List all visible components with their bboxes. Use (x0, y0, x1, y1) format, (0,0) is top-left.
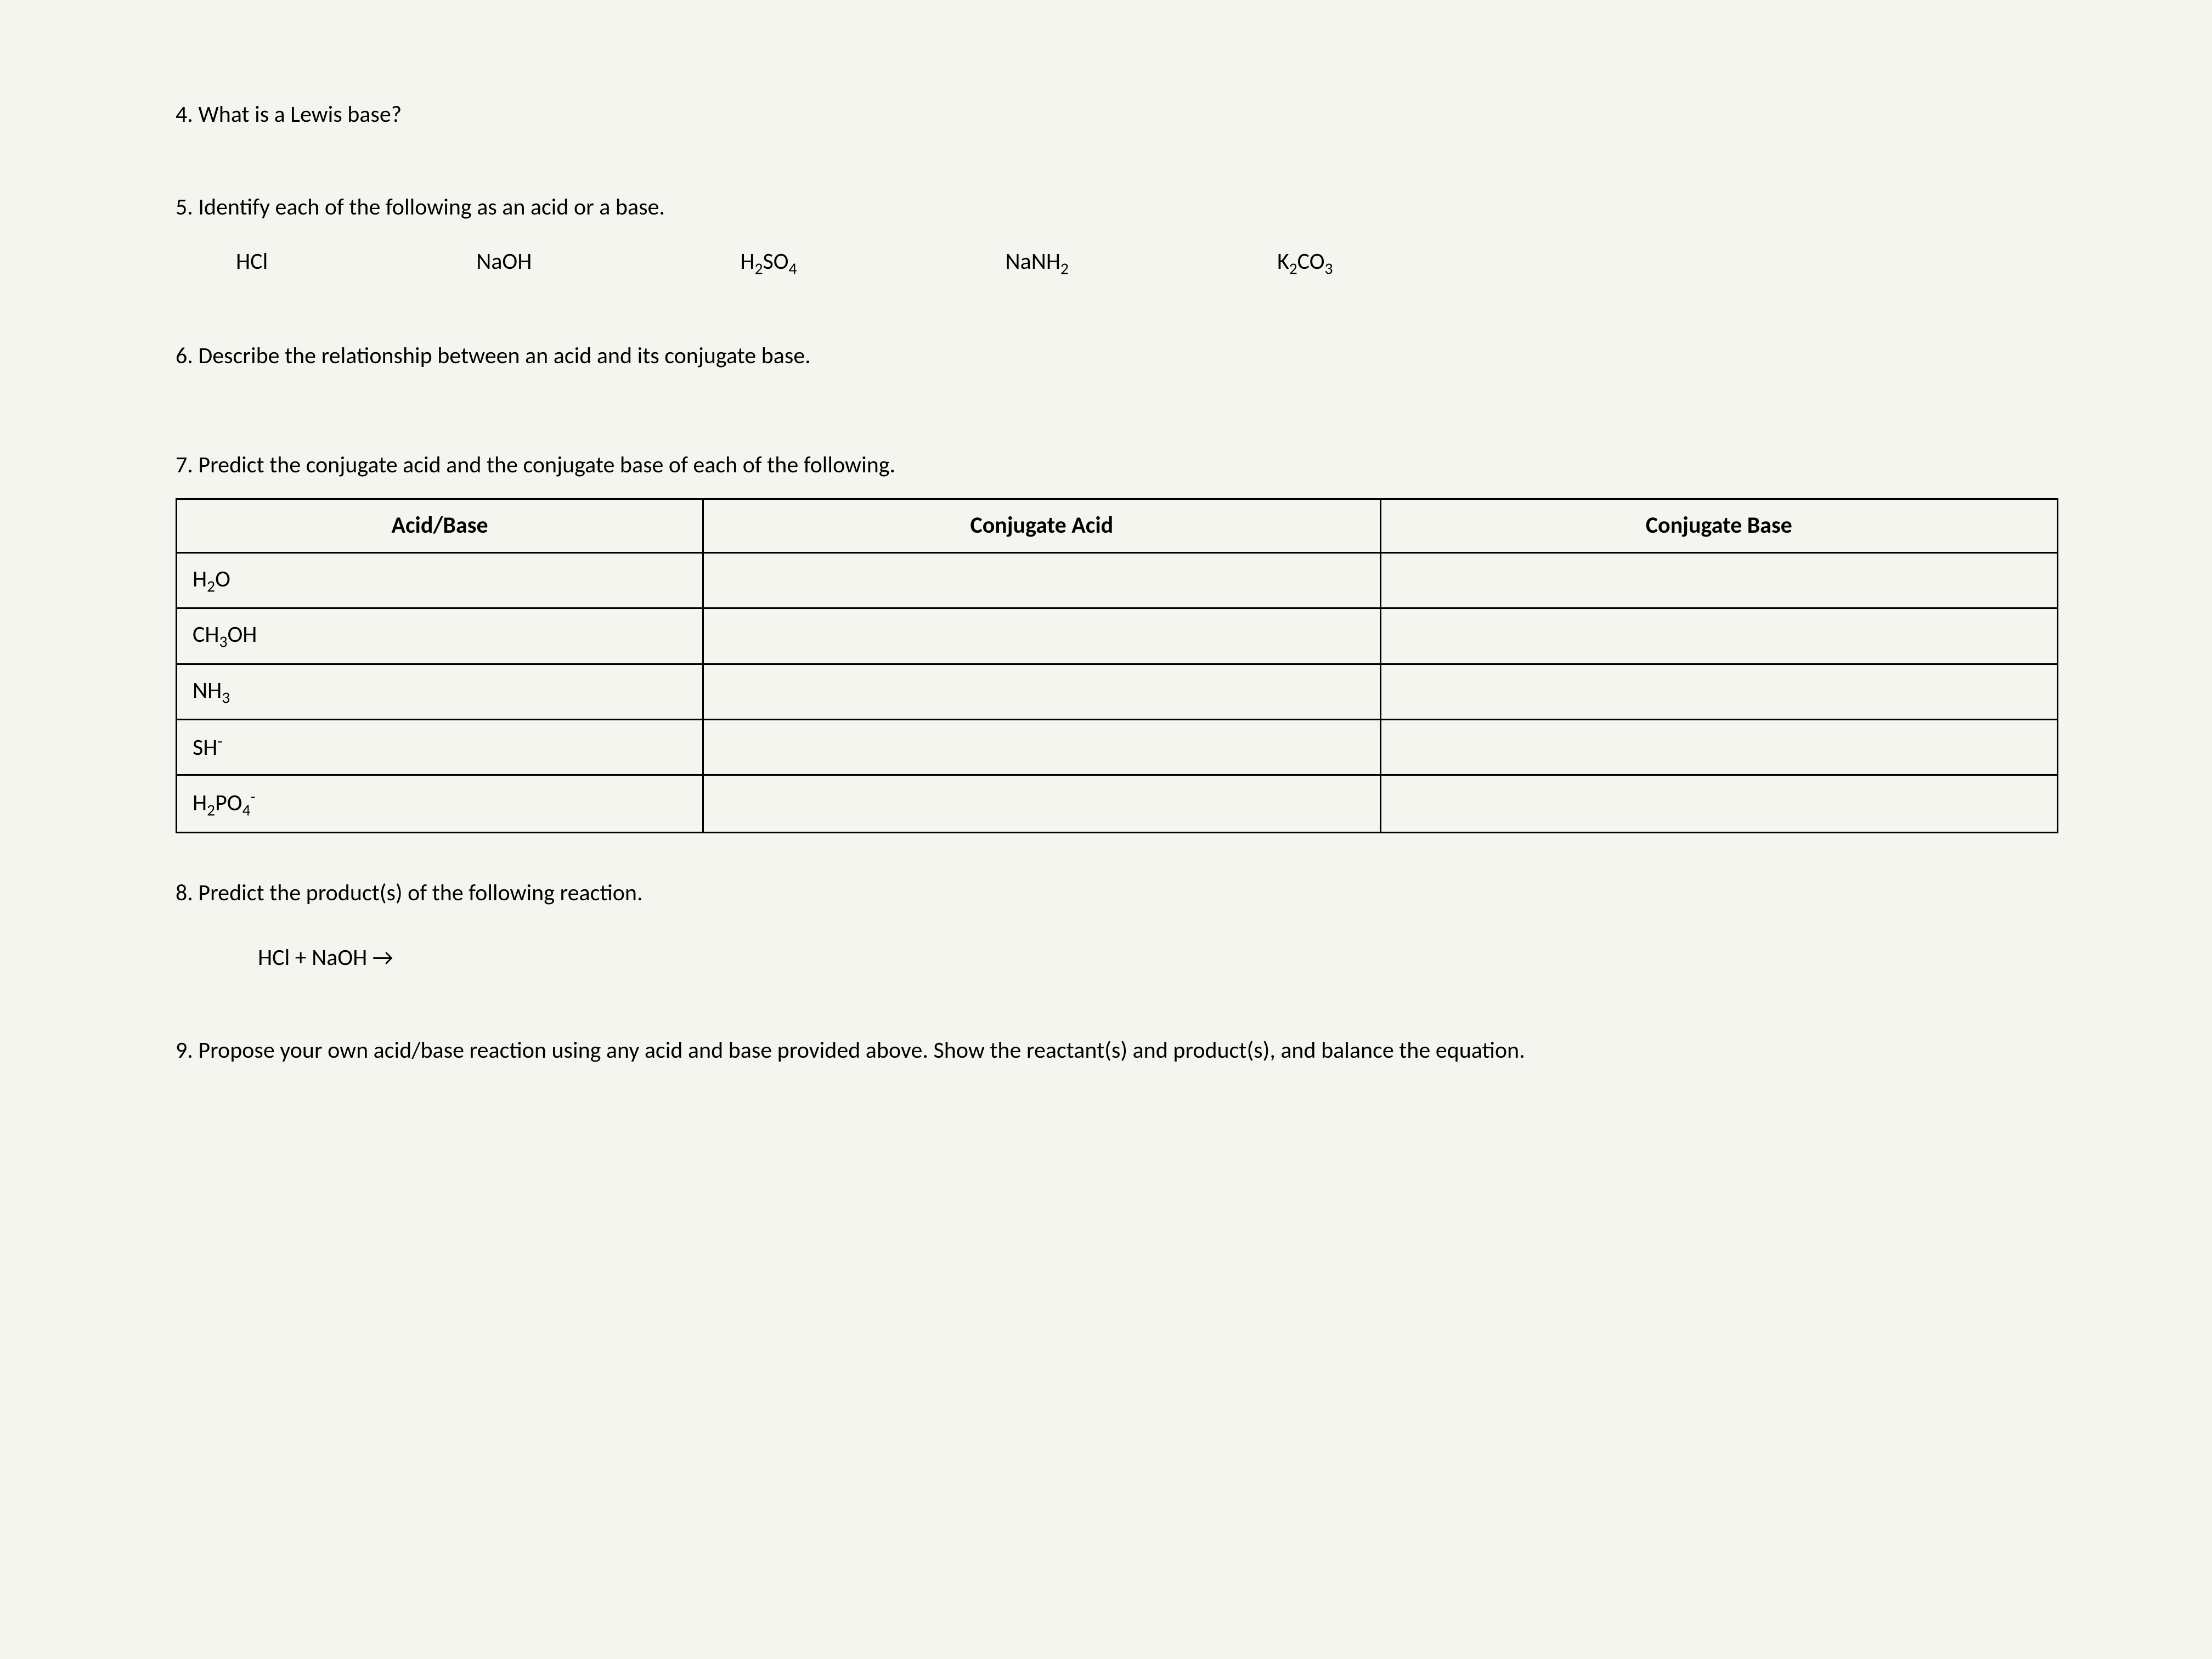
table-row: SH- (177, 720, 2058, 775)
q6-text: 6. Describe the relationship between an … (176, 342, 811, 370)
cell-h2o: H2O (177, 552, 703, 608)
q5-compounds-row: HCl NaOH H2SO4 NaNH2 K2CO3 (176, 246, 2058, 280)
cell-nh3: NH3 (177, 664, 703, 720)
cell-empty (1380, 608, 2057, 664)
q9-text: 9. Propose your own acid/base reaction u… (176, 1036, 1525, 1064)
cell-empty (703, 608, 1380, 664)
cell-empty (1380, 775, 2057, 832)
question-6: 6. Describe the relationship between an … (176, 340, 2058, 373)
cell-empty (1380, 664, 2057, 720)
cell-empty (1380, 552, 2057, 608)
table-row: H2O (177, 552, 2058, 608)
question-4: 4. What is a Lewis base? (176, 99, 2058, 131)
table-header-row: Acid/Base Conjugate Acid Conjugate Base (177, 499, 2058, 552)
cell-ch3oh: CH3OH (177, 608, 703, 664)
compound-k2co3: K2CO3 (1277, 246, 1333, 280)
q8-reaction: HCl + NaOH → (176, 942, 2058, 974)
question-7: 7. Predict the conjugate acid and the co… (176, 449, 2058, 482)
table-row: CH3OH (177, 608, 2058, 664)
q8-text: 8. Predict the product(s) of the followi… (176, 879, 643, 907)
header-acid-base: Acid/Base (177, 499, 703, 552)
q7-text: 7. Predict the conjugate acid and the co… (176, 451, 895, 479)
header-conj-base: Conjugate Base (1380, 499, 2057, 552)
q5-text: 5. Identify each of the following as an … (176, 193, 665, 221)
q4-text: 4. What is a Lewis base? (176, 100, 402, 128)
header-conj-acid: Conjugate Acid (703, 499, 1380, 552)
compound-nanh2: NaNH2 (1006, 246, 1069, 280)
cell-empty (703, 720, 1380, 775)
compound-h2so4: H2SO4 (740, 246, 797, 280)
table-row: NH3 (177, 664, 2058, 720)
cell-empty (703, 664, 1380, 720)
compound-naoh: NaOH (476, 246, 532, 280)
question-5: 5. Identify each of the following as an … (176, 191, 2058, 224)
cell-empty (703, 775, 1380, 832)
question-9: 9. Propose your own acid/base reaction u… (176, 1035, 2058, 1067)
conjugate-table: Acid/Base Conjugate Acid Conjugate Base … (176, 498, 2058, 833)
cell-empty (703, 552, 1380, 608)
cell-h2po4-minus: H2PO4- (177, 775, 703, 832)
cell-sh-minus: SH- (177, 720, 703, 775)
table-row: H2PO4- (177, 775, 2058, 832)
cell-empty (1380, 720, 2057, 775)
question-8: 8. Predict the product(s) of the followi… (176, 877, 2058, 910)
compound-hcl: HCl (236, 246, 268, 280)
